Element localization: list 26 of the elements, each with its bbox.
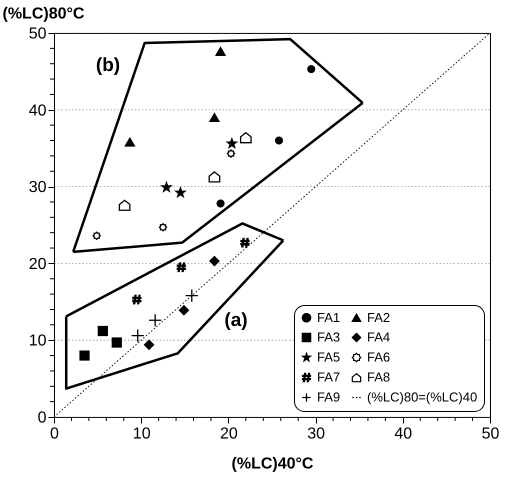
x-tick-label: 40 — [394, 426, 412, 442]
legend-label: FA7 — [317, 370, 340, 384]
annotation: (b) — [96, 55, 120, 76]
legend-label: FA1 — [317, 310, 340, 325]
x-tick-label: 50 — [482, 426, 500, 442]
x-tick-label: 0 — [50, 426, 60, 442]
y-axis-title: (%LC)80°C — [2, 6, 85, 22]
legend-label: FA3 — [317, 330, 340, 344]
legend-label: FA5 — [317, 350, 340, 364]
legend-label: FA6 — [367, 350, 390, 364]
x-tick-label: 20 — [220, 426, 238, 442]
legend-label: FA4 — [367, 330, 390, 344]
y-tick-label: 50 — [28, 26, 47, 42]
x-tick-label: 10 — [132, 426, 151, 442]
y-tick-label: 10 — [28, 332, 47, 350]
legend-label: (%LC)80=(%LC)40 — [367, 390, 478, 404]
y-tick-label: 20 — [28, 256, 47, 273]
legend-label: FA9 — [317, 390, 340, 404]
legend-label: FA2 — [367, 310, 390, 325]
y-tick-label: 40 — [28, 102, 47, 120]
x-tick-label: 30 — [307, 426, 326, 442]
y-tick-label: 30 — [28, 179, 47, 196]
y-tick-label: 0 — [38, 410, 47, 426]
legend-label: FA8 — [367, 370, 390, 384]
annotation: (a) — [224, 310, 248, 331]
x-axis-title: (%LC)40°C — [232, 456, 314, 472]
